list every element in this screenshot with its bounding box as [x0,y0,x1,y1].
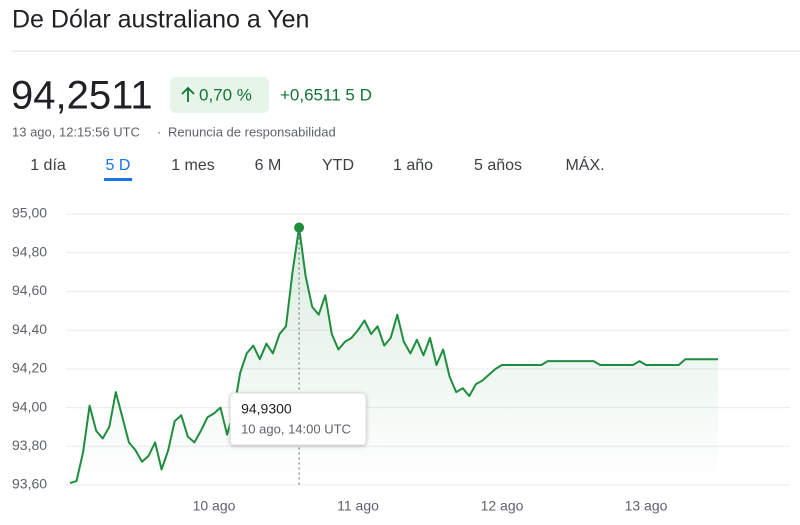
change-pill [170,77,269,113]
range-tab[interactable]: 5 D [106,157,131,174]
range-tabs: 1 día 5 D 1 mes 6 M YTD 1 año 5 años MÁX. [30,155,605,181]
y-tick-label: 93,60 [12,476,47,492]
x-tick-label: 12 ago [481,498,524,514]
tooltip-box [229,392,367,446]
change: +0,6511 5 D [280,85,372,104]
change-percent: 0,70 % [199,85,252,104]
range-tab[interactable]: 1 año [393,157,433,174]
title: De Dólar australiano a Yen [12,6,309,34]
x-tick-label: 13 ago [625,498,668,514]
range-tab[interactable]: MÁX. [565,155,604,174]
y-tick-label: 94,60 [12,282,47,298]
tab-underline [104,178,132,181]
tooltip-value: 94,9300 [241,401,292,417]
x-tick-label: 11 ago [337,498,379,514]
y-tick-label: 93,80 [12,437,47,453]
plot: 93,60 93,80 94,00 94,20 94,40 94,60 94,80 95,00… [12,205,790,514]
y-tick-label: 94,40 [12,321,47,337]
disclaimer[interactable]: Renuncia de responsabilidad [168,124,336,139]
up-arrow [181,86,195,102]
range-tab[interactable]: 1 mes [171,157,215,174]
range-tab[interactable]: 5 años [474,157,522,174]
price-line [69,226,718,485]
y-tick-label: 94,20 [12,360,47,376]
timestamp: 13 ago, 12:15:56 UTC [12,124,140,139]
price: 94,2511 [11,74,153,118]
x-tick-label: 10 ago [193,498,236,514]
range-tab[interactable]: YTD [322,157,354,174]
range-tab[interactable]: 6 M [255,157,282,174]
tooltip-time: 10 ago, 14:00 UTC [241,421,351,436]
separator-dot: · [157,124,161,139]
range-tab[interactable]: 1 día [30,157,66,174]
y-tick-label: 94,00 [12,398,47,414]
hover-point [294,222,305,233]
y-tick-label: 95,00 [12,205,47,221]
y-tick-label: 94,80 [12,243,47,259]
